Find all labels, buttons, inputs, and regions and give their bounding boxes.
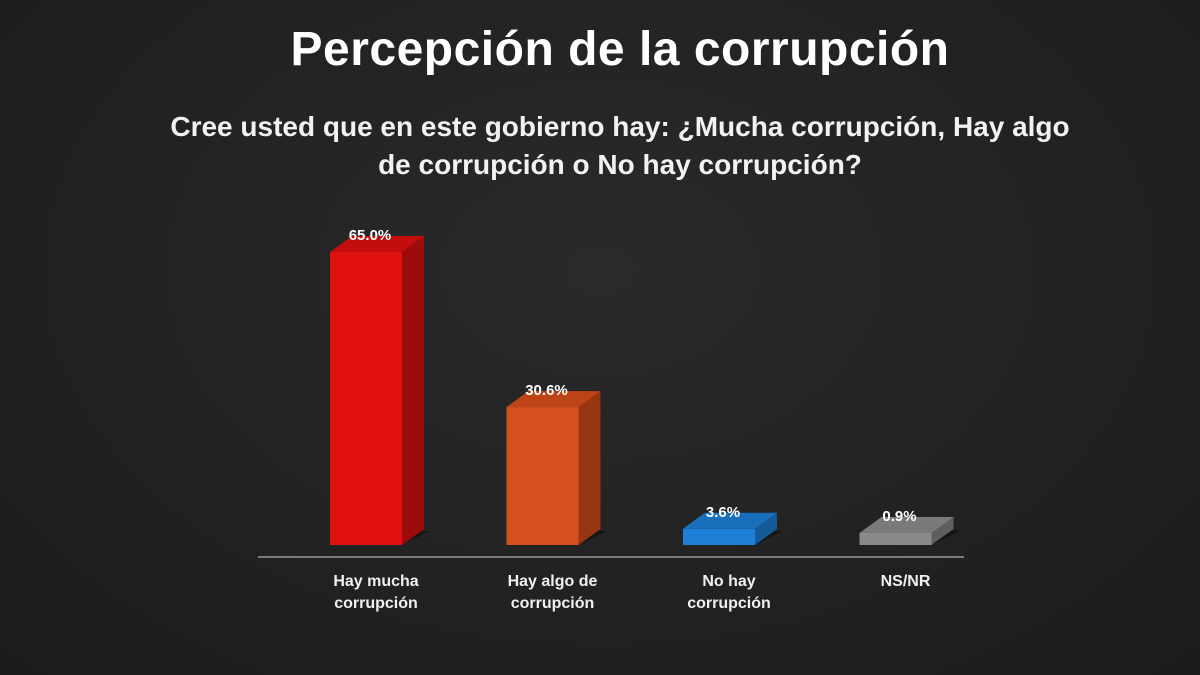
subtitle-line-1: Cree usted que en este gobierno hay: ¿Mu… xyxy=(170,111,1070,142)
category-label: Hay algo de corrupción xyxy=(508,573,598,612)
bar-1 xyxy=(330,236,430,545)
category-label: No hay corrupción xyxy=(687,573,771,612)
data-label: 3.6% xyxy=(706,504,740,521)
bar-4 xyxy=(859,517,960,545)
bar-front xyxy=(683,528,755,545)
category-label: NS/NR xyxy=(881,573,931,590)
bar-3 xyxy=(683,512,783,545)
bar-side xyxy=(931,517,954,545)
chart-subtitle: Cree usted que en este gobierno hay: ¿Mu… xyxy=(95,108,1145,184)
data-label: 30.6% xyxy=(525,382,568,399)
bar-2 xyxy=(506,391,607,545)
bar-front xyxy=(859,533,932,545)
data-label: 65.0% xyxy=(349,227,392,244)
bar-side xyxy=(402,236,424,545)
bar-top xyxy=(683,512,777,529)
bar-front xyxy=(506,407,579,545)
bar-top xyxy=(330,236,424,252)
bar-front xyxy=(330,252,402,545)
category-label: Hay mucha corrupción xyxy=(333,573,418,612)
bar-top xyxy=(859,517,954,533)
bar-side xyxy=(755,512,777,545)
bar-side xyxy=(578,391,601,545)
data-label: 0.9% xyxy=(882,508,916,525)
chart-title: Percepción de la corrupción xyxy=(290,23,950,76)
subtitle-line-2: de corrupción o No hay corrupción? xyxy=(378,149,862,180)
bar-top xyxy=(506,391,601,408)
